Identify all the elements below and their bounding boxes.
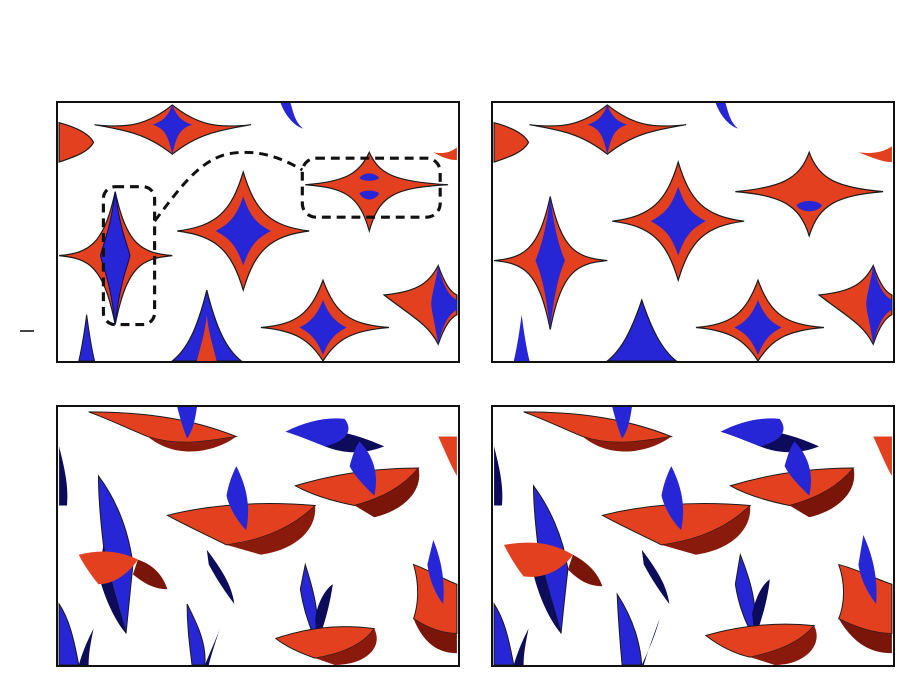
edge-tile-bl-d bbox=[438, 436, 457, 476]
sheet-br-1 bbox=[523, 407, 674, 452]
star-tile-tr-4 bbox=[735, 150, 884, 238]
sheet-bl-8 bbox=[412, 539, 458, 654]
sheet-br-4 bbox=[601, 466, 752, 604]
sheet-bl-2 bbox=[285, 418, 385, 453]
sheet-bl-1 bbox=[88, 407, 239, 452]
edge-tile-tl-b bbox=[280, 103, 304, 129]
side-tick-mark bbox=[20, 330, 34, 332]
sheet-bl-7 bbox=[186, 603, 222, 665]
sheet-br-6 bbox=[704, 552, 817, 665]
panel-top-left bbox=[56, 101, 460, 363]
highlight-box-vertical bbox=[101, 185, 157, 327]
star-tile-tl-7 bbox=[382, 263, 458, 346]
panel-bottom-right bbox=[491, 405, 895, 667]
edge-tile-tl-c bbox=[78, 314, 96, 361]
star-tile-tr-6 bbox=[606, 298, 678, 361]
star-tile-tl-6 bbox=[171, 289, 243, 361]
pattern-top-left bbox=[58, 103, 458, 361]
star-tile-tl-5 bbox=[260, 278, 390, 361]
edge-tile-tr-a bbox=[493, 121, 530, 163]
pattern-bottom-left bbox=[58, 407, 458, 665]
star-tile-tr-5 bbox=[695, 278, 825, 361]
pattern-top-right bbox=[493, 103, 893, 361]
sheet-br-8 bbox=[837, 535, 893, 654]
sheet-bl-6 bbox=[274, 562, 377, 665]
edge-tile-bl-c bbox=[59, 446, 68, 506]
edge-tile-tl-a bbox=[58, 121, 95, 163]
edge-tile-tr-c bbox=[513, 314, 530, 361]
panel-bottom-left bbox=[56, 405, 460, 667]
sheet-bl-3 bbox=[294, 441, 420, 518]
edge-tile-bl-a bbox=[58, 602, 80, 665]
highlight-box-horizontal bbox=[300, 156, 442, 219]
edge-tile-br-d bbox=[873, 436, 892, 476]
highlight-connector bbox=[153, 150, 304, 223]
sheet-br-5 bbox=[503, 484, 603, 634]
edge-tile-tr-d bbox=[858, 146, 892, 163]
star-tile-tr-7 bbox=[817, 263, 893, 346]
star-tile-tr-2 bbox=[612, 160, 745, 283]
star-tile-tr-3 bbox=[494, 196, 608, 330]
star-tile-tl-2 bbox=[177, 169, 310, 293]
edge-tile-tl-d bbox=[433, 147, 457, 161]
sheet-bl-4 bbox=[166, 466, 317, 604]
sheet-br-3 bbox=[729, 441, 855, 518]
edge-tile-tr-b bbox=[715, 103, 739, 129]
sheet-br-2 bbox=[720, 418, 820, 453]
edge-tile-br-a bbox=[493, 602, 515, 665]
star-tile-tr-1 bbox=[529, 104, 687, 155]
edge-tile-br-b bbox=[513, 628, 529, 665]
sheet-br-7 bbox=[616, 592, 660, 665]
star-tile-tl-1 bbox=[94, 104, 252, 155]
edge-tile-bl-b bbox=[78, 628, 94, 665]
sheet-bl-5 bbox=[78, 474, 168, 634]
pattern-bottom-right bbox=[493, 407, 893, 665]
panel-top-right bbox=[491, 101, 895, 363]
star-tile-tl-4 bbox=[305, 150, 449, 234]
edge-tile-br-c bbox=[494, 446, 503, 506]
